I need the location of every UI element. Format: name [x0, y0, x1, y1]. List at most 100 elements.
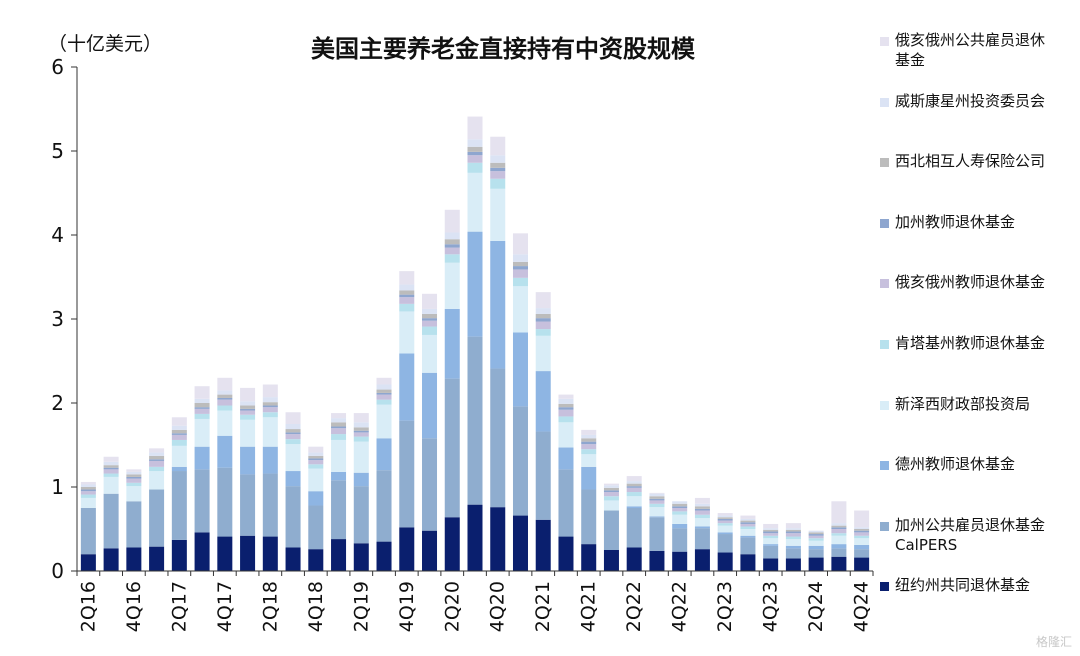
bar-segment-s4: [149, 466, 165, 472]
bar-segment-s7: [285, 429, 301, 433]
legend-swatch: [880, 218, 889, 228]
bar-segment-s6: [854, 530, 870, 533]
bar-segment-s9: [854, 510, 870, 528]
bar-segment-s9: [149, 448, 165, 453]
bar-segment-s9: [126, 469, 142, 472]
bar-segment-s4: [558, 416, 574, 423]
bar-segment-s3: [672, 514, 688, 524]
bar-segment-s6: [740, 522, 756, 524]
bar-segment-s3: [308, 468, 324, 492]
x-tick-label: 4Q18: [305, 581, 327, 632]
bar-stack-3Q24: [831, 501, 847, 571]
bar-segment-s8: [422, 308, 438, 314]
bar-segment-s6: [217, 397, 233, 400]
bar-segment-s8: [831, 523, 847, 526]
bar-segment-s7: [399, 290, 415, 295]
bar-segment-s1: [763, 545, 779, 559]
x-tick-label: 4Q24: [851, 581, 873, 632]
legend-item: 俄亥俄州教师退休基金: [880, 272, 1076, 333]
bar-segment-s2: [444, 308, 460, 379]
bar-segment-s3: [490, 188, 506, 241]
bar-segment-s8: [80, 484, 96, 487]
legend-label: 俄亥俄州教师退休基金: [895, 273, 1046, 292]
y-tick-label: 5: [51, 139, 64, 163]
bar-segment-s6: [626, 486, 642, 488]
legend-item: 威斯康星州投资委员会: [880, 91, 1076, 152]
bar-segment-s0: [262, 536, 278, 571]
bar-segment-s3: [240, 419, 256, 447]
x-tick-label: 2Q19: [350, 581, 372, 632]
bar-segment-s3: [512, 286, 528, 333]
bar-segment-s7: [717, 517, 733, 519]
bar-segment-s3: [126, 486, 142, 502]
legend-swatch: [880, 582, 889, 592]
bar-stack-2Q19: [353, 413, 369, 571]
bar-segment-s7: [444, 239, 460, 245]
bar-segment-s0: [603, 550, 619, 571]
bar-segment-s6: [80, 489, 96, 492]
x-tick-label: 4Q17: [214, 581, 236, 632]
legend-item: 德州教师退休基金: [880, 454, 1076, 515]
bar-segment-s8: [490, 155, 506, 163]
y-tick-label: 4: [51, 223, 64, 247]
bar-segment-s5: [444, 247, 460, 255]
bar-segment-s9: [490, 136, 506, 156]
bar-segment-s9: [694, 497, 710, 504]
bar-segment-s7: [808, 532, 824, 535]
bar-segment-s7: [490, 162, 506, 168]
bar-segment-s5: [785, 533, 801, 537]
bar-segment-s4: [672, 511, 688, 515]
bar-segment-s1: [626, 508, 642, 548]
bar-segment-s4: [717, 523, 733, 526]
bar-segment-s2: [422, 372, 438, 439]
bar-segment-s7: [672, 503, 688, 507]
bar-segment-s5: [80, 491, 96, 495]
bar-segment-s6: [763, 531, 779, 534]
bar-segment-s5: [331, 428, 347, 435]
bar-segment-s1: [103, 493, 119, 549]
bar-stack-4Q24: [854, 510, 870, 571]
bar-segment-s6: [399, 294, 415, 298]
bar-segment-s0: [581, 544, 597, 571]
bar-segment-s7: [467, 146, 483, 152]
bar-segment-s1: [422, 438, 438, 531]
bar-segment-s8: [308, 452, 324, 456]
bar-segment-s2: [740, 535, 756, 538]
bar-segment-s4: [694, 514, 710, 519]
bar-stack-2Q21: [535, 292, 551, 571]
bar-segment-s2: [171, 466, 187, 472]
bar-segment-s1: [353, 486, 369, 544]
x-tick-label: 2Q22: [623, 581, 645, 632]
legend-label: 加州公共雇员退休基金 CalPERS: [895, 515, 1046, 554]
bar-segment-s3: [353, 441, 369, 473]
bar-segment-s3: [331, 439, 347, 472]
legend-label: 纽约州共同退休基金: [895, 576, 1031, 595]
bar-segment-s3: [740, 529, 756, 536]
x-tick-label: 2Q17: [168, 581, 190, 632]
bar-segment-s1: [444, 378, 460, 518]
bar-segment-s1: [854, 549, 870, 558]
bar-stack-4Q21: [581, 429, 597, 571]
bar-segment-s1: [649, 517, 665, 551]
bar-stack-4Q17: [217, 377, 233, 571]
bar-segment-s1: [512, 406, 528, 516]
bar-segment-s0: [217, 536, 233, 571]
bar-segment-s7: [80, 487, 96, 490]
bar-segment-s0: [535, 519, 551, 571]
bar-segment-s1: [149, 489, 165, 547]
legend-label: 德州教师退休基金: [895, 455, 1016, 474]
bar-stack-4Q22: [672, 501, 688, 571]
bar-segment-s2: [285, 471, 301, 487]
bar-segment-s9: [422, 293, 438, 309]
watermark: 格隆汇: [1035, 635, 1072, 649]
bar-segment-s9: [512, 233, 528, 255]
bar-stack-2Q20: [444, 209, 460, 571]
bar-segment-s4: [399, 303, 415, 312]
bar-segment-s2: [512, 332, 528, 407]
bar-segment-s1: [785, 548, 801, 559]
bar-segment-s4: [103, 473, 119, 477]
bar-segment-s9: [103, 456, 119, 462]
legend-swatch: [880, 339, 889, 349]
bar-segment-s2: [535, 371, 551, 432]
bar-segment-s9: [740, 515, 756, 519]
